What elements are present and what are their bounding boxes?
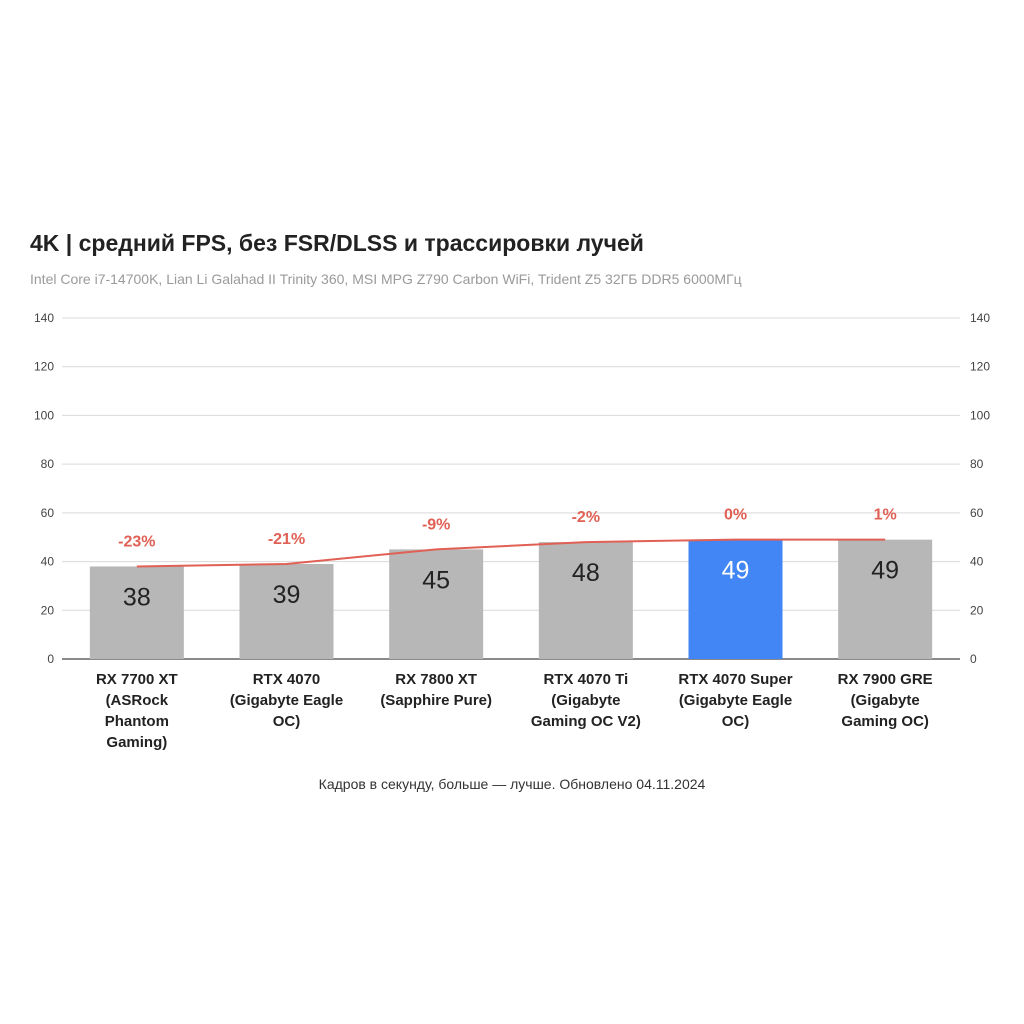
y-tick-label-left: 0 [47,652,54,666]
x-category-label-line: Gaming OC V2) [531,713,641,730]
line-value-label: -23% [118,533,155,550]
x-category-label-line: (Sapphire Pure) [380,692,492,709]
x-category-label-line: (Gigabyte [551,692,620,709]
bar-value-label: 39 [273,581,301,609]
y-tick-label-left: 100 [34,408,54,422]
line-value-label: -2% [572,509,600,526]
left-y-axis: 0 20 40 60 80 100 120 140 [34,311,54,666]
x-category-label: RTX 4070 (Gigabyte Eagle OC) [230,671,343,730]
y-tick-label-right: 0 [970,652,977,666]
y-tick-label-right: 100 [970,408,990,422]
bar [688,539,783,659]
bar-value-label: 48 [572,559,600,587]
x-category-label: RX 7700 XT (ASRock Phantom Gaming) [96,671,178,751]
y-tick-label-left: 40 [41,555,55,569]
x-category-label: RX 7900 GRE (Gigabyte Gaming OC) [838,671,933,730]
grid-lines [62,317,960,660]
y-tick-label-right: 80 [970,457,984,471]
x-category-label-line: OC) [722,713,750,730]
y-tick-label-right: 40 [970,555,984,569]
bar [389,549,484,659]
x-category-label-line: (Gigabyte Eagle [679,692,792,709]
line-series [136,538,886,568]
y-tick-label-left: 120 [34,360,54,374]
y-tick-label-right: 20 [970,603,984,617]
x-category-label: RTX 4070 Super (Gigabyte Eagle OC) [678,671,792,730]
y-tick-label-right: 60 [970,506,984,520]
x-category-label-line: (Gigabyte Eagle [230,692,343,709]
bar [89,566,184,659]
bar-value-label: 49 [722,557,750,585]
chart-footnote: Кадров в секунду, больше — лучше. Обновл… [318,776,706,792]
x-category-label-line: RX 7900 GRE [838,671,933,688]
y-tick-label-right: 140 [970,311,990,325]
x-category-label-line: RTX 4070 Super [678,671,792,688]
chart-title: 4K | средний FPS, без FSR/DLSS и трассир… [30,230,644,256]
x-category-label-line: Gaming) [106,734,167,751]
y-tick-label-left: 60 [41,506,55,520]
bar [239,564,334,659]
x-category-label-line: Phantom [105,713,169,730]
bars: 38 39 45 48 49 49 [89,539,933,659]
chart-subtitle: Intel Core i7-14700K, Lian Li Galahad II… [30,271,742,287]
bar [838,539,933,659]
right-y-axis: 0 20 40 60 80 100 120 140 [970,311,990,666]
x-axis-labels: RX 7700 XT (ASRock Phantom Gaming) RTX 4070 (… [96,671,933,751]
y-tick-label-left: 80 [41,457,55,471]
x-category-label: RX 7800 XT (Sapphire Pure) [380,671,492,709]
x-category-label-line: OC) [273,713,301,730]
x-category-label-line: RTX 4070 Ti [543,671,628,688]
y-tick-label-left: 20 [41,603,55,617]
x-category-label-line: RX 7800 XT [395,671,477,688]
line-value-label: -9% [422,516,450,533]
y-tick-label-left: 140 [34,311,54,325]
x-category-label-line: RX 7700 XT [96,671,178,688]
x-category-label-line: (ASRock [106,692,169,709]
bar [538,542,633,659]
bar-value-label: 45 [422,566,450,594]
x-category-label-line: RTX 4070 [253,671,321,688]
comparison-line: -23% -21% -9% -2% 0% 1% [118,507,897,568]
line-value-label: -21% [268,531,305,548]
line-value-label: 0% [724,507,747,524]
bar-value-label: 38 [123,583,151,611]
x-category-label-line: (Gigabyte [851,692,920,709]
x-category-label-line: Gaming OC) [841,713,929,730]
line-value-label: 1% [874,507,897,524]
bar-value-label: 49 [871,557,899,585]
x-category-label: RTX 4070 Ti (Gigabyte Gaming OC V2) [531,671,641,730]
y-tick-label-right: 120 [970,360,990,374]
